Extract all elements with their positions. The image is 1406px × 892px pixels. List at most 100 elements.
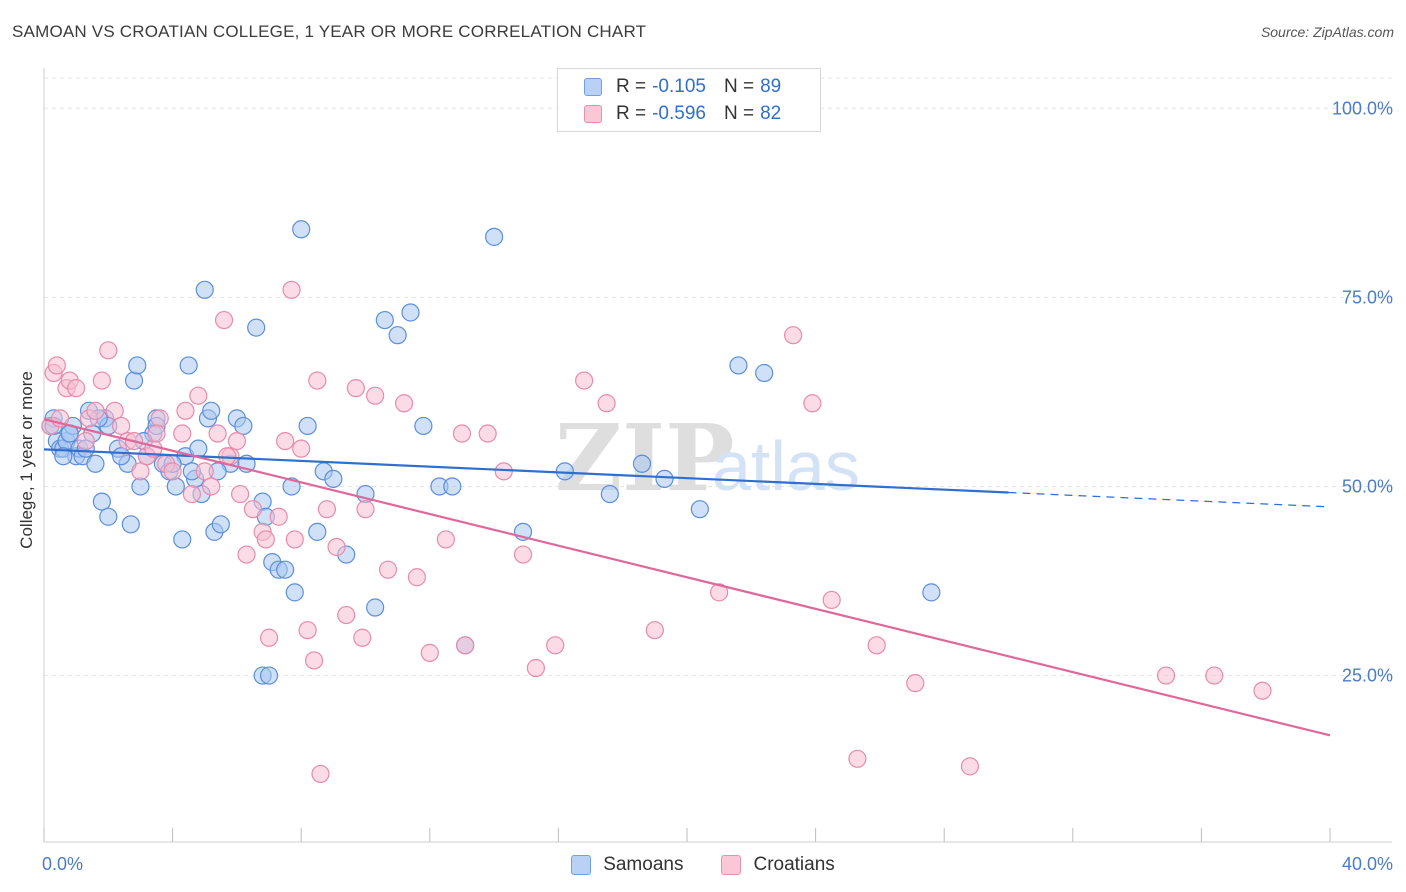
samoans-point <box>259 666 279 685</box>
croatians-point <box>526 658 545 678</box>
samoans-point <box>324 469 343 489</box>
samoans-point <box>388 326 407 345</box>
croatians-point <box>243 500 263 519</box>
croatians-point <box>478 424 497 443</box>
samoans-point <box>112 447 131 466</box>
samoans-point <box>202 401 221 420</box>
series-legend: Samoans Croatians <box>0 852 1406 878</box>
croatians-point <box>353 628 372 647</box>
samoans-point <box>247 318 266 337</box>
croatians-point <box>1156 666 1176 685</box>
croatians-point <box>92 371 111 390</box>
samoans-point <box>632 454 652 473</box>
n-label: N = <box>723 103 755 124</box>
croatians-point <box>256 530 275 549</box>
croatians-point <box>182 484 201 504</box>
croatians-point <box>308 371 327 390</box>
croatians-point <box>86 401 105 420</box>
legend-label-croatians: Croatians <box>753 854 835 875</box>
croatians-point <box>163 462 182 481</box>
samoans-point <box>282 477 301 496</box>
croatians-point <box>282 280 301 299</box>
croatians-point <box>327 537 346 557</box>
croatians-point <box>105 401 124 420</box>
x-tick-label: 0.0% <box>42 854 83 874</box>
croatians-point <box>99 341 118 360</box>
samoans-point <box>124 371 144 390</box>
legend-item-samoans[interactable]: Samoans <box>571 852 683 878</box>
croatians-point <box>285 530 304 549</box>
croatians-point <box>575 371 594 390</box>
croatians-point <box>112 416 131 436</box>
croatians-point <box>298 621 317 640</box>
samoans-point <box>99 507 118 526</box>
samoans-point <box>690 500 709 519</box>
croatians-swatch <box>584 105 602 123</box>
croatians-point <box>710 583 729 602</box>
samoans-point <box>54 447 73 466</box>
y-tick-label: 50.0% <box>1342 476 1393 496</box>
n-value: 82 <box>760 103 782 124</box>
samoans-point <box>729 356 748 375</box>
samoans-point <box>308 522 327 541</box>
samoans-point <box>375 310 394 330</box>
samoans-point <box>92 492 111 511</box>
samoans-point <box>600 484 619 504</box>
samoans-point <box>755 363 774 383</box>
croatians-point <box>1205 666 1224 685</box>
samoans-point <box>922 583 941 602</box>
croatians-point <box>47 356 66 375</box>
croatians-point <box>131 462 150 481</box>
legend-row-samoans: R = -0.105 N = 89 <box>584 75 781 99</box>
samoans-point <box>285 583 304 602</box>
samoans-point <box>298 416 317 436</box>
y-tick-label: 25.0% <box>1342 666 1393 686</box>
samoans-swatch <box>571 855 592 875</box>
samoans-point <box>276 560 295 579</box>
samoans-point <box>655 469 674 489</box>
croatians-point <box>867 636 886 655</box>
y-tick-label: 75.0% <box>1342 287 1393 307</box>
legend-row-croatians: R = -0.596 N = 82 <box>584 102 781 126</box>
croatians-point <box>645 621 664 640</box>
croatians-point <box>317 500 337 519</box>
source-label: Source: ZipAtlas.com <box>1260 24 1394 40</box>
y-axis-label: College, 1 year or more <box>17 371 36 549</box>
croatians-point <box>237 545 256 564</box>
croatians-point <box>304 651 324 670</box>
croatians-point <box>67 379 86 398</box>
croatians-point <box>337 605 356 625</box>
croatians-point <box>189 386 208 405</box>
n-value: 89 <box>760 76 782 97</box>
croatians-point <box>494 462 513 481</box>
croatians-point <box>513 545 533 564</box>
n-label: N = <box>723 76 755 97</box>
croatians-point <box>202 477 221 496</box>
croatians-point <box>311 764 330 784</box>
samoans-point <box>173 530 192 549</box>
samoans-point <box>401 303 420 322</box>
x-tick-label: 40.0% <box>1342 854 1393 874</box>
croatians-point <box>214 310 234 330</box>
samoans-point <box>86 454 105 473</box>
croatians-point <box>176 401 195 420</box>
legend-item-croatians[interactable]: Croatians <box>721 852 835 878</box>
croatians-point <box>456 636 475 655</box>
samoans-point <box>166 477 185 496</box>
samoans-point <box>414 416 433 436</box>
samoans-point <box>234 416 253 436</box>
samoans-point <box>485 227 504 246</box>
samoans-point <box>179 356 198 375</box>
samoans-point <box>131 477 150 496</box>
croatians-trend-line <box>43 418 1331 737</box>
croatians-point <box>366 386 385 405</box>
croatians-point <box>76 431 95 451</box>
r-value: -0.596 <box>652 103 706 124</box>
croatians-point <box>822 590 841 610</box>
croatians-point <box>173 424 192 443</box>
samoans-trend-line-extension <box>1008 491 1331 508</box>
croatians-swatch <box>721 855 742 875</box>
legend-label-samoans: Samoans <box>603 854 684 875</box>
croatians-point <box>803 394 822 413</box>
